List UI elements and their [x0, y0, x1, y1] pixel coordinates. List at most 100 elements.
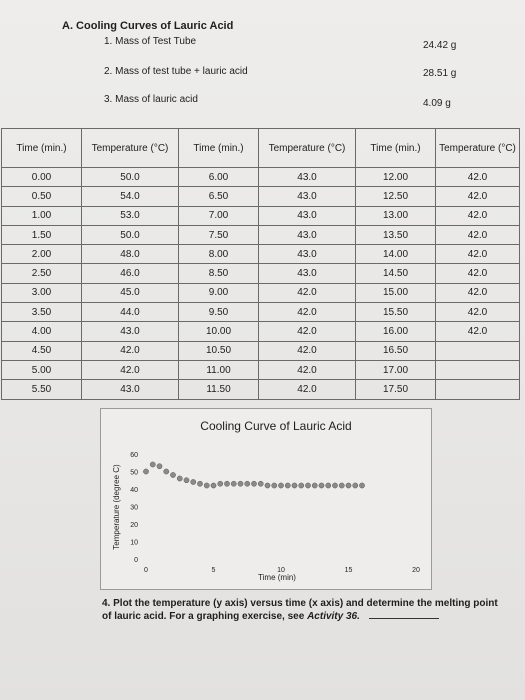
table-cell: 13.50 [355, 224, 436, 246]
table-row: 2.00 48.0 8.00 43.0 14.00 42.0 [1, 244, 520, 265]
table-cell: 12.00 [355, 166, 436, 188]
table-row: 3.50 44.0 9.50 42.0 15.50 42.0 [1, 302, 520, 323]
data-point [176, 475, 183, 482]
table-cell: 43.0 [258, 263, 356, 284]
measurement-2-value: 28.51 g [423, 68, 457, 79]
data-point [163, 468, 170, 475]
data-point [190, 479, 197, 485]
table-cell: 50.0 [81, 166, 179, 188]
table-cell: 6.00 [178, 166, 259, 188]
x-tick-label: 20 [412, 567, 420, 574]
table-cell: 50.0 [81, 224, 179, 246]
table-cell: 14.00 [355, 244, 436, 265]
table-cell: 8.50 [178, 263, 259, 284]
data-point [217, 480, 224, 487]
question-text: Plot the temperature (y axis) versus tim… [102, 598, 498, 622]
table-cell: 11.50 [178, 379, 259, 400]
x-tick-label: 0 [144, 567, 148, 574]
data-point [271, 482, 278, 489]
table-cell: 3.00 [1, 282, 82, 304]
table-cell: 42.0 [258, 302, 356, 323]
data-point [210, 482, 217, 489]
table-cell: 42.0 [258, 359, 356, 381]
table-cell: 10.00 [178, 321, 259, 342]
measurement-2-label: 2. Mass of test tube + lauric acid [104, 66, 248, 77]
table-row: 1.00 53.0 7.00 43.0 13.00 42.0 [1, 205, 520, 226]
table-cell: 43.0 [81, 379, 179, 400]
table-cell: 7.50 [178, 224, 259, 246]
table-cell: 15.50 [355, 302, 436, 323]
data-point [311, 482, 318, 489]
table-cell: 1.50 [1, 224, 82, 246]
data-point [359, 482, 365, 489]
data-point [325, 482, 332, 489]
column-header: Temperature (°C) [81, 128, 179, 168]
table-cell: 8.00 [178, 244, 259, 265]
table-cell: 42.0 [435, 186, 520, 207]
table-cell: 4.50 [1, 340, 82, 361]
y-tick-label: 30 [130, 505, 138, 512]
data-point [149, 461, 156, 468]
table-row: 5.00 42.0 11.00 42.0 17.00 [1, 359, 520, 381]
x-tick-label: 5 [212, 567, 216, 574]
table-cell: 11.00 [178, 359, 259, 381]
y-tick-label: 20 [130, 522, 138, 529]
question-4: 4. Plot the temperature (y axis) versus … [102, 597, 502, 623]
data-point [352, 482, 359, 489]
data-point [345, 482, 352, 489]
table-cell: 42.0 [435, 302, 520, 323]
data-point [183, 477, 190, 484]
table-cell: 43.0 [258, 166, 356, 188]
data-point [244, 480, 251, 487]
column-header: Time (min.) [1, 128, 82, 168]
table-cell: 43.0 [258, 186, 356, 207]
table-cell: 48.0 [81, 244, 179, 265]
table-cell: 7.00 [178, 205, 259, 226]
table-cell: 44.0 [81, 302, 179, 323]
question-number: 4. [102, 598, 111, 609]
data-point [291, 482, 298, 489]
data-point [298, 482, 305, 489]
answer-blank[interactable] [368, 618, 439, 619]
question-emphasis: Activity 36. [307, 611, 360, 622]
table-row: 0.00 50.0 6.00 43.0 12.00 42.0 [1, 166, 520, 188]
cooling-data-table: Time (min.) Temperature (°C) Time (min.)… [1, 128, 520, 400]
data-point [278, 482, 284, 489]
data-point [257, 480, 264, 487]
data-point [156, 463, 163, 470]
table-cell: 10.50 [178, 340, 259, 361]
x-tick-label: 10 [277, 567, 285, 574]
table-cell: 54.0 [81, 186, 179, 207]
table-cell [435, 340, 520, 361]
column-header: Temperature (°C) [435, 128, 520, 168]
data-point [197, 480, 203, 487]
table-cell: 42.0 [435, 263, 520, 284]
measurement-3-label: 3. Mass of lauric acid [104, 94, 198, 105]
table-cell: 42.0 [258, 321, 356, 342]
table-cell: 42.0 [258, 340, 356, 361]
table-cell: 42.0 [81, 359, 179, 381]
table-cell: 6.50 [178, 186, 259, 207]
table-cell: 5.50 [1, 379, 82, 400]
data-point [170, 472, 176, 478]
data-point [251, 480, 257, 487]
table-cell: 53.0 [81, 205, 179, 226]
table-cell: 42.0 [258, 379, 356, 400]
table-cell: 43.0 [258, 224, 356, 246]
column-header: Time (min.) [178, 128, 259, 168]
table-cell: 42.0 [258, 282, 356, 304]
table-cell: 16.00 [355, 321, 436, 342]
data-point [264, 482, 271, 489]
table-row: 4.50 42.0 10.50 42.0 16.50 [1, 340, 520, 361]
chart-title: Cooling Curve of Lauric Acid [200, 419, 351, 433]
table-row: 1.50 50.0 7.50 43.0 13.50 42.0 [1, 224, 520, 246]
table-cell: 17.50 [355, 379, 436, 400]
data-point [305, 482, 311, 489]
y-tick-label: 10 [130, 540, 138, 547]
table-row: 2.50 46.0 8.50 43.0 14.50 42.0 [1, 263, 520, 284]
data-point [203, 482, 210, 489]
data-point [224, 480, 230, 487]
data-point [338, 482, 345, 489]
table-cell: 1.00 [1, 205, 82, 226]
